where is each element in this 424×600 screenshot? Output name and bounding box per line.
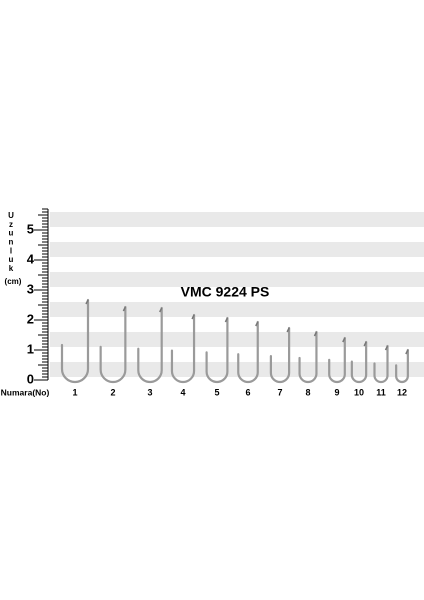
hook-eye (224, 317, 229, 323)
ruler-label: 0 (27, 371, 34, 386)
hook (60, 298, 90, 384)
hook-number: 9 (334, 387, 339, 397)
hook-number: 6 (245, 387, 250, 397)
hook (205, 316, 229, 384)
hook (269, 326, 291, 384)
hook-number: 3 (147, 387, 152, 397)
hook (328, 336, 346, 384)
unit-label: (cm) (5, 277, 22, 286)
hook-number: 5 (214, 387, 219, 397)
hook-number: 7 (277, 387, 282, 397)
axis-letter: z (9, 220, 13, 229)
stripe (50, 272, 424, 287)
hook-eye (405, 349, 409, 355)
hook-number: 12 (397, 387, 407, 397)
hook-eye (159, 307, 163, 313)
stripe (50, 212, 424, 227)
ruler-label: 1 (27, 341, 34, 356)
hook-eye (85, 299, 89, 305)
hook (237, 320, 259, 384)
hook-number: 11 (376, 387, 386, 397)
hook (298, 330, 318, 384)
ruler-label: 2 (27, 311, 34, 326)
ruler-label: 5 (27, 221, 34, 236)
axis-letter: u (9, 255, 14, 264)
hook-eye (363, 341, 367, 347)
axis-letter: u (9, 229, 14, 238)
hook-eye (191, 314, 195, 320)
hook-number: 1 (72, 387, 77, 397)
ruler-label: 3 (27, 281, 34, 296)
hook-eye (255, 321, 259, 327)
product-title: VMC 9224 PS (181, 284, 270, 300)
stripe (50, 332, 424, 347)
hook (395, 348, 409, 384)
hook (137, 306, 163, 384)
hook-number: 4 (180, 387, 185, 397)
axis-letter: l (10, 246, 12, 255)
number-label: Numara(No) (1, 387, 50, 397)
axis-letter: n (9, 238, 14, 247)
hook (373, 344, 389, 384)
axis-letter: k (9, 264, 14, 273)
hook (350, 340, 368, 384)
axis-letter: U (8, 211, 14, 220)
hook (99, 305, 127, 384)
hook-eye (342, 337, 346, 343)
hook-number: 10 (354, 387, 364, 397)
hook (170, 313, 196, 384)
stripe (50, 242, 424, 257)
ruler-label: 4 (27, 251, 35, 266)
hooks (60, 298, 409, 384)
stripe (50, 362, 424, 377)
background-stripes (50, 212, 424, 377)
hook-eye (313, 331, 318, 337)
hook-eye (122, 306, 127, 312)
ruler (34, 208, 49, 381)
hook-eye (286, 327, 290, 333)
hook-number: 8 (305, 387, 310, 397)
stripe (50, 302, 424, 317)
hook-eye (384, 345, 389, 351)
hook-number: 2 (110, 387, 115, 397)
